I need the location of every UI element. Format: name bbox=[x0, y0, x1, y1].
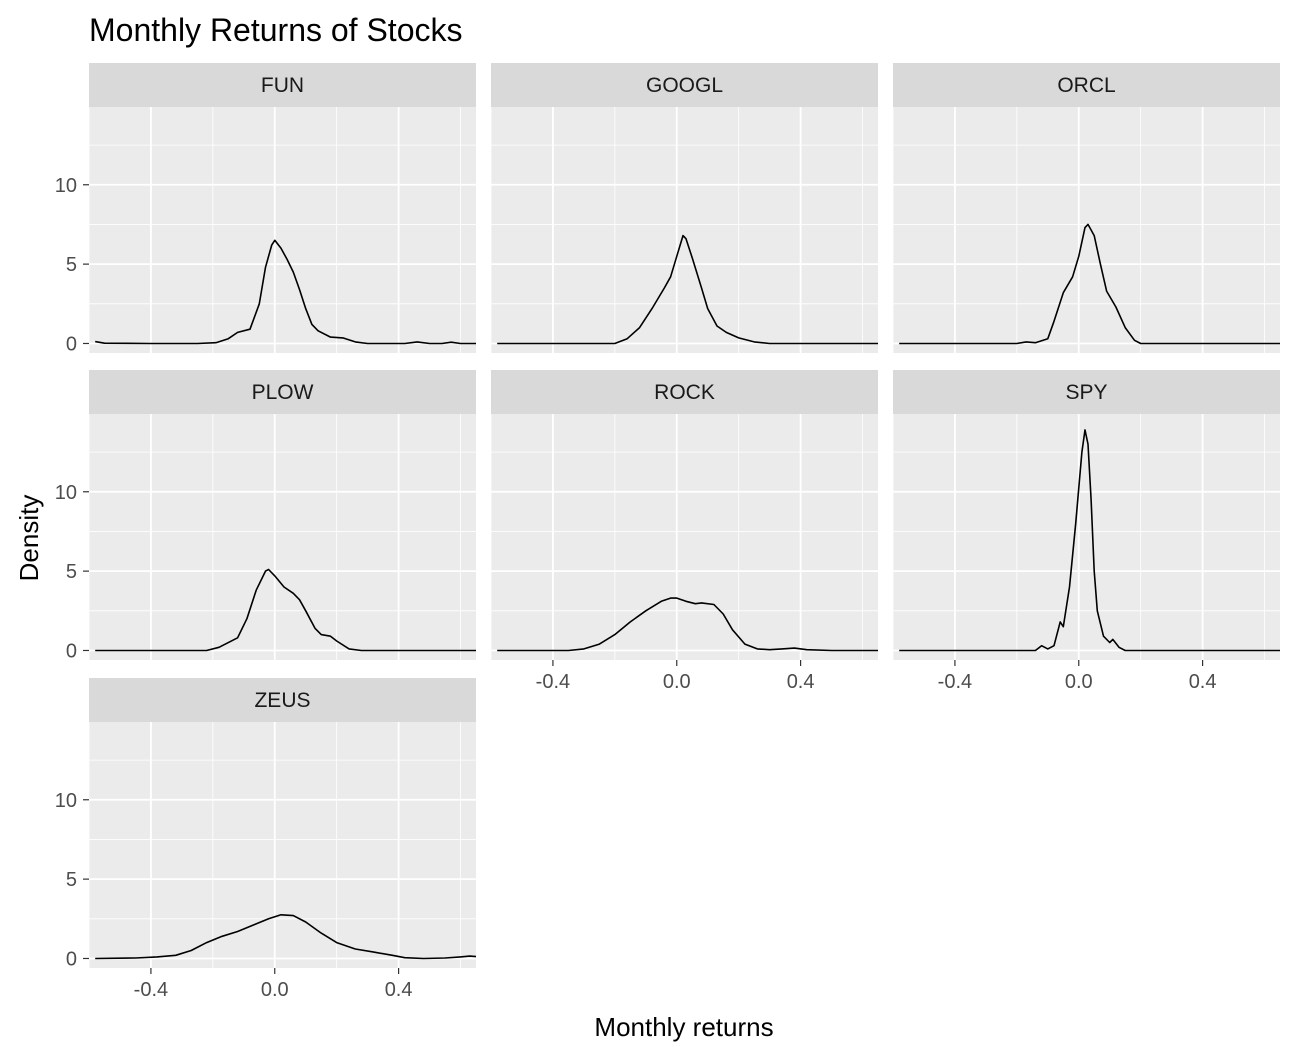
strip-label-googl: GOOGL bbox=[646, 74, 723, 97]
strip-fun bbox=[89, 63, 476, 107]
x-tick-label: -0.4 bbox=[536, 671, 570, 693]
y-tick-label: 10 bbox=[55, 175, 77, 197]
x-tick-label: 0.0 bbox=[1065, 671, 1093, 693]
density-line-spy bbox=[899, 429, 1280, 652]
strip-zeus bbox=[89, 678, 476, 722]
strip-googl bbox=[491, 63, 878, 107]
strip-label-zeus: ZEUS bbox=[254, 689, 310, 712]
y-tick-label: 5 bbox=[66, 254, 77, 276]
plot-background-orcl bbox=[893, 107, 1280, 353]
y-tick-label: 10 bbox=[55, 790, 77, 812]
y-tick-label: 0 bbox=[66, 948, 77, 970]
y-axis-title: Density bbox=[14, 495, 44, 582]
x-axis-title: Monthly returns bbox=[594, 1012, 773, 1042]
panel-zeus: ZEUS 0 5 10 -0.4 0.0 0.4 bbox=[55, 678, 477, 1001]
panel-orcl: ORCL bbox=[892, 63, 1280, 353]
x-tick-label: 0.4 bbox=[385, 979, 413, 1001]
x-tick-label: 0.4 bbox=[1189, 671, 1217, 693]
x-tick-label: -0.4 bbox=[134, 979, 168, 1001]
strip-label-orcl: ORCL bbox=[1057, 74, 1115, 97]
panel-fun: FUN 0 5 10 bbox=[55, 63, 476, 355]
panel-rock: ROCK -0.4 0.0 0.4 bbox=[490, 370, 878, 693]
strip-label-fun: FUN bbox=[261, 74, 304, 97]
chart-title: Monthly Returns of Stocks bbox=[89, 12, 462, 48]
density-line-rock bbox=[497, 597, 878, 652]
plot-background-fun bbox=[89, 107, 476, 353]
plot-background-rock bbox=[491, 414, 878, 660]
x-tick-label: -0.4 bbox=[938, 671, 972, 693]
strip-label-plow: PLOW bbox=[252, 381, 314, 404]
y-tick-label: 0 bbox=[66, 640, 77, 662]
plot-background-zeus bbox=[89, 722, 476, 968]
y-tick-label: 0 bbox=[66, 333, 77, 355]
y-tick-label: 10 bbox=[55, 482, 77, 504]
panel-spy: SPY -0.4 0.0 0.4 bbox=[892, 370, 1280, 693]
density-line-orcl bbox=[899, 223, 1280, 345]
panel-plow: PLOW 0 5 10 bbox=[55, 370, 476, 662]
x-tick-label: 0.0 bbox=[663, 671, 691, 693]
x-tick-label: 0.0 bbox=[261, 979, 289, 1001]
y-tick-label: 5 bbox=[66, 869, 77, 891]
strip-label-rock: ROCK bbox=[654, 381, 715, 404]
strip-plow bbox=[89, 370, 476, 414]
strip-label-spy: SPY bbox=[1065, 381, 1107, 404]
panel-googl: GOOGL bbox=[490, 63, 878, 353]
strip-rock bbox=[491, 370, 878, 414]
x-tick-label: 0.4 bbox=[787, 671, 815, 693]
plot-background-googl bbox=[491, 107, 878, 353]
density-line-googl bbox=[497, 234, 878, 345]
strip-orcl bbox=[893, 63, 1280, 107]
density-line-plow bbox=[95, 568, 476, 652]
density-line-zeus bbox=[95, 914, 477, 960]
density-line-fun bbox=[95, 239, 476, 345]
strip-spy bbox=[893, 370, 1280, 414]
y-tick-label: 5 bbox=[66, 561, 77, 583]
plot-background-plow bbox=[89, 414, 476, 660]
plot-background-spy bbox=[893, 414, 1280, 660]
